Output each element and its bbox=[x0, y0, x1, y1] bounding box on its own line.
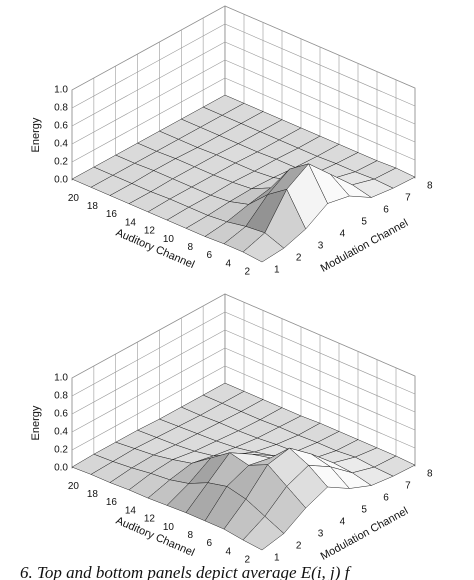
y-tick-label: 1 bbox=[274, 265, 280, 276]
x-tick-label: 8 bbox=[187, 242, 193, 253]
z-tick-label: 0.2 bbox=[54, 157, 68, 168]
y-tick-label: 1 bbox=[274, 553, 280, 564]
x-tick-label: 20 bbox=[68, 193, 80, 204]
x-tick-label: 6 bbox=[206, 538, 212, 549]
x-tick-label: 14 bbox=[125, 217, 137, 228]
surface-cell bbox=[242, 515, 285, 551]
x-tick-label: 12 bbox=[144, 514, 156, 525]
surface-plot: 0.00.20.40.60.81.01234567824681012141618… bbox=[30, 293, 433, 566]
grid-line bbox=[71, 293, 226, 379]
y-tick-label: 5 bbox=[361, 217, 367, 228]
y-tick-label: 5 bbox=[361, 505, 367, 516]
x-tick-label: 8 bbox=[187, 530, 193, 541]
y-tick-label: 2 bbox=[296, 541, 302, 552]
grid-line bbox=[71, 347, 226, 433]
y-tick-label: 3 bbox=[318, 241, 324, 252]
y-tick-label: 4 bbox=[340, 517, 346, 528]
z-tick-label: 0.4 bbox=[54, 427, 68, 438]
y-tick-label: 8 bbox=[427, 181, 433, 192]
z-tick-label: 0.8 bbox=[54, 391, 68, 402]
x-tick-label: 2 bbox=[244, 555, 250, 566]
x-tick-label: 14 bbox=[125, 505, 137, 516]
x-tick-label: 12 bbox=[144, 226, 156, 237]
surface-cell bbox=[242, 232, 285, 263]
x-tick-label: 4 bbox=[225, 546, 231, 557]
x-tick-label: 18 bbox=[87, 489, 99, 500]
x-axis-title: Auditory Channel bbox=[114, 227, 196, 271]
caption: 6. Top and bottom panels depict average … bbox=[20, 563, 352, 580]
z-tick-label: 0.0 bbox=[54, 175, 68, 186]
x-tick-label: 10 bbox=[163, 234, 175, 245]
grid-line bbox=[71, 329, 226, 415]
grid-line bbox=[71, 23, 226, 109]
z-tick-label: 1.0 bbox=[54, 373, 68, 384]
x-tick-label: 16 bbox=[106, 209, 118, 220]
x-axis-title: Auditory Channel bbox=[114, 515, 196, 559]
x-tick-label: 20 bbox=[68, 481, 80, 492]
z-tick-label: 0.0 bbox=[54, 463, 68, 474]
y-tick-label: 7 bbox=[405, 193, 411, 204]
z-tick-label: 0.6 bbox=[54, 409, 68, 420]
z-tick-label: 0.6 bbox=[54, 121, 68, 132]
z-axis-title: Energy bbox=[30, 405, 42, 440]
surface-plot: 0.00.20.40.60.81.01234567824681012141618… bbox=[30, 5, 433, 278]
grid-line bbox=[71, 59, 226, 145]
x-tick-label: 2 bbox=[244, 267, 250, 278]
grid-line bbox=[71, 77, 226, 163]
x-tick-label: 4 bbox=[225, 258, 231, 269]
grid-line bbox=[71, 41, 226, 127]
x-tick-label: 10 bbox=[163, 522, 175, 533]
x-tick-label: 6 bbox=[206, 250, 212, 261]
grid-line bbox=[71, 365, 226, 451]
x-tick-label: 18 bbox=[87, 201, 99, 212]
z-tick-label: 0.2 bbox=[54, 445, 68, 456]
y-tick-label: 6 bbox=[383, 493, 389, 504]
y-tick-label: 8 bbox=[427, 469, 433, 480]
y-tick-label: 6 bbox=[383, 205, 389, 216]
y-tick-label: 2 bbox=[296, 253, 302, 264]
y-tick-label: 3 bbox=[318, 529, 324, 540]
y-tick-label: 7 bbox=[405, 481, 411, 492]
z-tick-label: 1.0 bbox=[54, 85, 68, 96]
grid-line bbox=[71, 5, 226, 91]
z-tick-label: 0.4 bbox=[54, 139, 68, 150]
x-tick-label: 16 bbox=[106, 497, 118, 508]
z-axis-title: Energy bbox=[30, 117, 42, 152]
z-tick-label: 0.8 bbox=[54, 103, 68, 114]
grid-line bbox=[71, 311, 226, 397]
y-tick-label: 4 bbox=[340, 229, 346, 240]
